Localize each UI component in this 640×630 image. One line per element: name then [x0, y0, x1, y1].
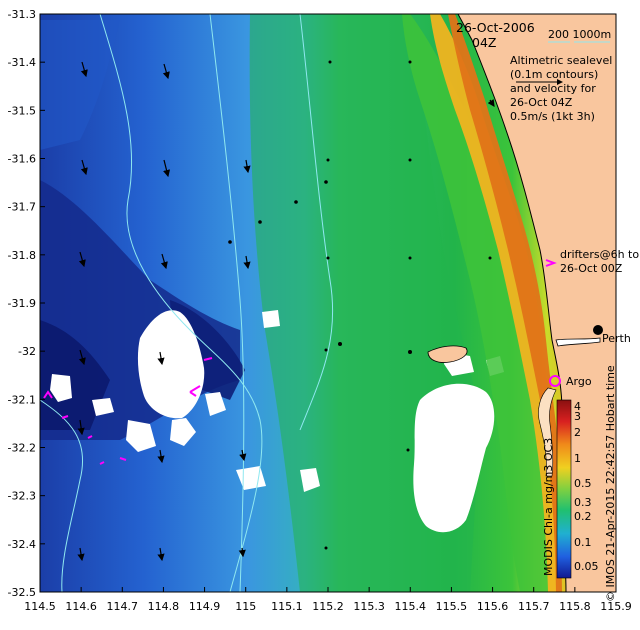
y-tick-label: -31.5: [8, 104, 36, 117]
colorbar: [556, 399, 572, 579]
drifter-2: [203, 357, 213, 361]
small-velocity-dots: [228, 60, 492, 550]
sealevel-text-2: (0.1m contours): [510, 68, 598, 81]
x-tick-label: 115.7: [518, 600, 550, 613]
drifter-tracks: [43, 259, 557, 465]
x-tick-label: 115: [235, 600, 256, 613]
x-tick-label: 114.5: [24, 600, 56, 613]
x-tick-label: 115.3: [353, 600, 385, 613]
drifters-legend-1: drifters@6h to: [560, 248, 639, 261]
svg-text:3: 3: [574, 410, 581, 423]
y-tick-label: -31.6: [8, 153, 36, 166]
isobath-west: [39, 399, 84, 593]
isobath-legend-label: 200 1000m: [548, 28, 611, 41]
x-tick-label: 114.8: [148, 600, 180, 613]
x-tick-label: 114.6: [65, 600, 97, 613]
svg-text:4: 4: [574, 400, 581, 413]
x-tick-label: 115.2: [312, 600, 344, 613]
x-tick-label: 115.4: [395, 600, 427, 613]
svg-text:0.5: 0.5: [574, 477, 592, 490]
y-tick-label: -31.3: [8, 8, 36, 21]
y-tick-label: -31.4: [8, 56, 36, 69]
y-tick-label: -31.7: [8, 201, 36, 214]
x-tick-label: 114.7: [107, 600, 139, 613]
y-tick-label: -32.1: [8, 393, 36, 406]
argo-label: Argo: [566, 375, 592, 388]
svg-text:0.2: 0.2: [574, 510, 592, 523]
y-tick-label: -32.2: [8, 442, 36, 455]
x-axis: 114.5 114.6 114.7 114.8 114.9 115 115.1 115.2 11…: [24, 587, 632, 613]
x-tick-label: 115.1: [271, 600, 303, 613]
drifter-legend-mark: [545, 259, 557, 267]
y-tick-label: -32: [18, 345, 36, 358]
x-tick-label: 114.9: [189, 600, 221, 613]
velocity-scale-label: 0.5m/s (1kt 3h): [510, 110, 595, 123]
colorbar-ticks: 4 3 2 1 0.5 0.3 0.2 0.1 0.05: [574, 400, 599, 573]
drifter-1: [189, 385, 201, 397]
drifter-7: [119, 457, 127, 461]
svg-text:0.3: 0.3: [574, 496, 592, 509]
y-tick-label: -31.9: [8, 297, 36, 310]
y-tick-label: -31.8: [8, 249, 36, 262]
svg-text:0.05: 0.05: [574, 560, 599, 573]
perth-marker: [593, 325, 603, 335]
argo-float-marker: [549, 375, 561, 387]
rottnest-island: [427, 345, 468, 363]
isobath-1000m: [209, 13, 245, 593]
y-tick-label: -32.5: [8, 586, 36, 599]
sealevel-text-4: 26-Oct 04Z: [510, 96, 573, 109]
drifter-3: [43, 390, 53, 399]
x-tick-label: 115.8: [559, 600, 591, 613]
x-tick-label: 115.9: [600, 600, 632, 613]
drifters-legend-2: 26-Oct 00Z: [560, 262, 623, 275]
sealevel-text-1: Altimetric sealevel: [510, 54, 612, 67]
drifter-6: [99, 461, 105, 465]
y-axis: -31.3 -31.4 -31.5 -31.6 -31.7 -31.8 -31.9 -32 -3…: [8, 8, 45, 599]
x-tick-label: 115.5: [436, 600, 468, 613]
coastal-green-band: [402, 14, 551, 592]
isobath-contours: [39, 13, 334, 593]
river-estuary: [555, 337, 601, 347]
velocity-arrows: [77, 61, 563, 562]
svg-text:0.1: 0.1: [574, 536, 592, 549]
x-tick-label: 115.6: [477, 600, 509, 613]
isobath-200m: [299, 13, 334, 431]
sealevel-text-3: and velocity for: [510, 82, 596, 95]
product-label: MODIS Chl-a mg/m3 OC3: [542, 438, 555, 576]
drifter-4: [61, 415, 69, 419]
credit-label: © IMOS 21-Apr-2015 22:42:57 Hobart time: [604, 365, 617, 602]
coastal-orange-band: [448, 14, 562, 592]
map-date: 26-Oct-2006: [456, 20, 535, 35]
y-tick-label: -32.3: [8, 490, 36, 503]
y-tick-label: -32.4: [8, 538, 36, 551]
svg-text:2: 2: [574, 426, 581, 439]
svg-text:1: 1: [574, 452, 581, 465]
drifter-5: [87, 435, 93, 439]
map-time: 04Z: [472, 35, 496, 50]
peel-inlet: [538, 387, 557, 477]
isobath-2000m: [99, 13, 263, 593]
